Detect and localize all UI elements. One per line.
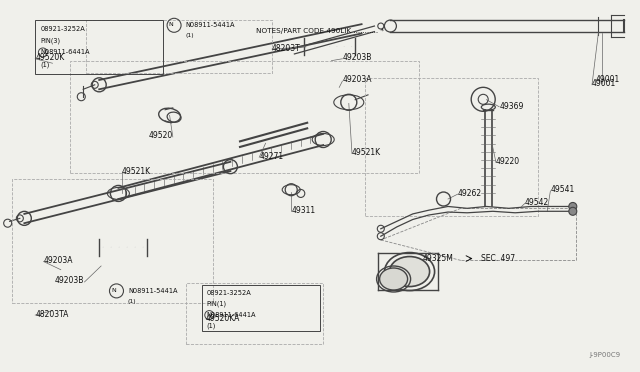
Text: (1): (1) bbox=[128, 299, 136, 304]
Text: J-9P00C9: J-9P00C9 bbox=[589, 352, 621, 358]
Text: 49220: 49220 bbox=[496, 157, 520, 166]
Bar bbox=[202, 285, 320, 331]
Text: 49520: 49520 bbox=[148, 131, 173, 140]
Text: (1): (1) bbox=[40, 61, 50, 68]
Bar bbox=[35, 20, 163, 74]
Text: 08921-3252A: 08921-3252A bbox=[40, 26, 85, 32]
Bar bbox=[70, 61, 419, 173]
Text: 48203TA: 48203TA bbox=[35, 310, 68, 319]
Bar bbox=[365, 78, 538, 216]
Text: 49521K: 49521K bbox=[122, 167, 151, 176]
Circle shape bbox=[569, 207, 577, 215]
Text: 49262: 49262 bbox=[458, 189, 482, 198]
Text: 49369: 49369 bbox=[499, 102, 524, 110]
Text: N08911-6441A: N08911-6441A bbox=[207, 312, 256, 318]
Text: (1): (1) bbox=[207, 323, 216, 330]
Text: 49203A: 49203A bbox=[342, 76, 372, 84]
Bar bbox=[12, 179, 213, 303]
Text: PIN(3): PIN(3) bbox=[40, 37, 60, 44]
Text: N08911-6441A: N08911-6441A bbox=[40, 49, 90, 55]
Text: 49325M: 49325M bbox=[422, 254, 453, 263]
Text: N08911-5441A: N08911-5441A bbox=[186, 22, 235, 28]
Text: 49203B: 49203B bbox=[55, 276, 84, 285]
Bar bbox=[186, 283, 323, 344]
Text: PIN(1): PIN(1) bbox=[207, 301, 227, 307]
Text: 49521K: 49521K bbox=[352, 148, 381, 157]
Text: 48203T: 48203T bbox=[272, 44, 301, 53]
Text: 49271: 49271 bbox=[259, 152, 284, 161]
Text: 49542: 49542 bbox=[525, 198, 549, 207]
Circle shape bbox=[569, 202, 577, 211]
Text: N08911-5441A: N08911-5441A bbox=[128, 288, 177, 294]
Text: 49001: 49001 bbox=[592, 79, 616, 88]
Text: 49520KA: 49520KA bbox=[206, 314, 241, 323]
Text: 49520K: 49520K bbox=[35, 53, 65, 62]
Bar bbox=[86, 20, 272, 73]
Text: SEC. 497: SEC. 497 bbox=[481, 254, 515, 263]
Ellipse shape bbox=[390, 257, 429, 286]
Text: 49541: 49541 bbox=[550, 185, 575, 194]
Text: 08921-3252A: 08921-3252A bbox=[207, 290, 252, 296]
Text: 49311: 49311 bbox=[291, 206, 316, 215]
Text: 49001: 49001 bbox=[595, 76, 620, 84]
Text: 49203A: 49203A bbox=[44, 256, 73, 265]
Ellipse shape bbox=[380, 268, 408, 290]
Text: N: N bbox=[111, 288, 116, 293]
Text: N: N bbox=[168, 22, 173, 28]
Text: NOTES/PART CODE 490LIK ........... *: NOTES/PART CODE 490LIK ........... * bbox=[256, 28, 384, 33]
Text: (1): (1) bbox=[186, 33, 194, 38]
Text: 49203B: 49203B bbox=[342, 53, 372, 62]
